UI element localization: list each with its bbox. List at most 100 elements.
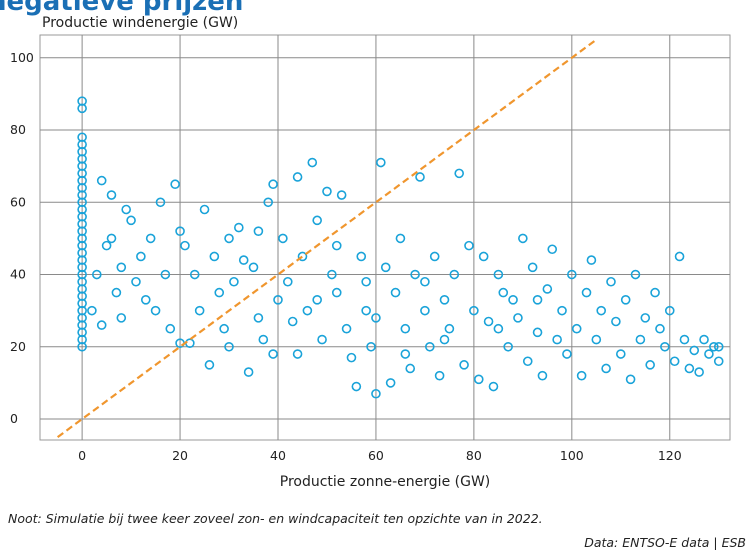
point xyxy=(180,240,190,251)
y-axis-label: Productie windenergie (GW) xyxy=(42,15,238,31)
point xyxy=(513,313,523,323)
point xyxy=(709,341,719,352)
point xyxy=(429,251,440,262)
point xyxy=(194,305,205,316)
point xyxy=(336,190,347,200)
point xyxy=(282,276,293,287)
point xyxy=(92,269,102,280)
point xyxy=(713,341,724,352)
point xyxy=(121,204,131,215)
point xyxy=(209,251,220,262)
point xyxy=(238,255,249,265)
point xyxy=(140,295,151,305)
point xyxy=(136,251,146,262)
point xyxy=(601,363,611,374)
point xyxy=(322,186,332,197)
point xyxy=(713,356,724,367)
point xyxy=(224,341,234,352)
point xyxy=(292,349,303,359)
y-tick-label: 40 xyxy=(10,267,26,282)
point xyxy=(126,215,136,226)
point xyxy=(439,295,450,305)
source: Data: ENTSO-E data | ESB xyxy=(584,535,746,550)
point xyxy=(694,367,704,377)
point xyxy=(557,305,567,316)
point xyxy=(620,295,631,305)
point xyxy=(111,287,122,298)
point xyxy=(101,240,112,251)
point xyxy=(160,269,171,280)
point xyxy=(576,370,587,381)
x-tick-label: 80 xyxy=(466,448,482,463)
point xyxy=(189,269,200,280)
point xyxy=(459,360,469,370)
point xyxy=(219,323,229,334)
point xyxy=(591,334,602,345)
point xyxy=(547,244,558,255)
point xyxy=(586,255,597,265)
point xyxy=(145,233,156,244)
point xyxy=(420,276,430,287)
point xyxy=(263,197,274,208)
point xyxy=(96,175,107,186)
x-tick-label: 0 xyxy=(78,448,86,463)
point xyxy=(204,360,215,370)
point xyxy=(581,287,592,298)
point xyxy=(341,323,352,334)
point xyxy=(596,305,607,316)
point xyxy=(385,378,396,388)
point xyxy=(366,341,376,352)
point xyxy=(503,341,513,352)
point xyxy=(527,262,538,273)
point xyxy=(400,323,411,334)
point xyxy=(660,341,670,352)
point xyxy=(606,276,616,287)
point xyxy=(371,313,381,323)
point xyxy=(537,370,548,381)
point xyxy=(571,323,582,334)
point xyxy=(224,233,234,244)
y-tick-label: 80 xyxy=(10,122,26,137)
point xyxy=(395,233,406,244)
point xyxy=(307,157,318,168)
point xyxy=(699,334,709,345)
point xyxy=(268,349,278,359)
point xyxy=(444,323,455,334)
point xyxy=(175,226,185,236)
point xyxy=(331,287,342,298)
point xyxy=(483,316,494,327)
point xyxy=(542,284,553,294)
point xyxy=(243,367,254,377)
point xyxy=(611,316,621,327)
x-axis-label: Productie zonne-energie (GW) xyxy=(280,474,491,490)
point xyxy=(532,327,543,338)
point xyxy=(473,374,484,385)
point xyxy=(390,287,401,298)
point xyxy=(327,269,337,280)
y-tick-label: 60 xyxy=(10,194,26,209)
point xyxy=(150,305,161,316)
point xyxy=(562,349,572,359)
point xyxy=(273,295,283,305)
reference-line xyxy=(56,38,597,438)
x-tick-label: 20 xyxy=(172,448,188,463)
point xyxy=(684,363,695,374)
point xyxy=(185,338,195,348)
point xyxy=(498,287,509,298)
point xyxy=(630,269,641,280)
point xyxy=(199,204,210,215)
point xyxy=(214,287,225,298)
point xyxy=(449,269,460,280)
point xyxy=(106,190,117,200)
x-tick-label: 120 xyxy=(658,448,682,463)
point xyxy=(229,276,239,287)
point xyxy=(287,316,298,327)
point xyxy=(493,323,504,334)
point xyxy=(552,334,562,345)
point xyxy=(292,172,303,182)
point xyxy=(380,262,391,273)
point xyxy=(650,287,660,298)
point xyxy=(77,96,87,106)
point xyxy=(439,334,450,345)
point xyxy=(645,360,655,370)
